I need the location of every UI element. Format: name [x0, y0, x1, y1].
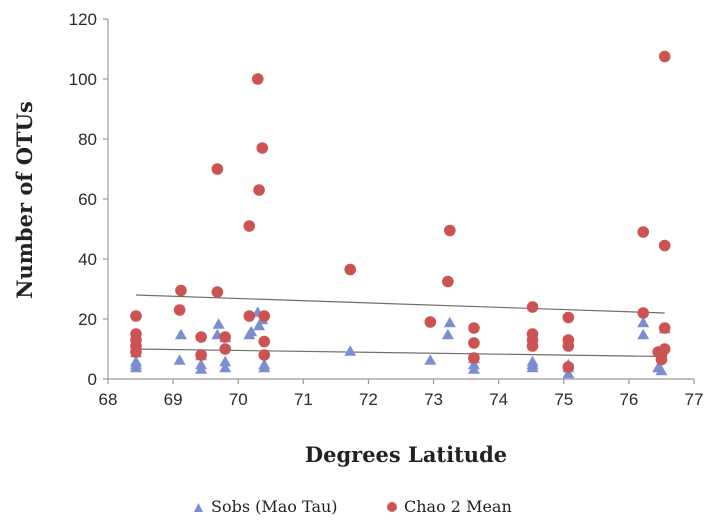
x-ticks: 68 69 70 71 72 73 74 75 76 77	[99, 379, 704, 409]
data-point-sobs	[443, 316, 456, 328]
data-point-chao2	[243, 310, 256, 322]
data-point-chao2	[173, 304, 186, 316]
data-point-chao2	[219, 331, 231, 343]
legend-marker-circle	[387, 502, 397, 512]
data-point-chao2	[211, 286, 224, 298]
y-ticks: 0 20 40 60 80 100 120	[69, 10, 108, 389]
legend-label-chao2: Chao 2 Mean	[404, 497, 512, 516]
data-points	[129, 50, 671, 379]
data-point-sobs	[219, 361, 232, 373]
data-point-chao2	[562, 311, 575, 324]
data-point-chao2	[256, 142, 269, 154]
data-point-sobs	[129, 355, 142, 367]
data-point-sobs	[253, 319, 266, 331]
data-point-sobs	[174, 328, 187, 340]
legend-item-chao2: Chao 2 Mean	[387, 497, 512, 516]
data-point-chao2	[658, 343, 671, 355]
data-point-chao2	[562, 361, 575, 373]
x-tick-label: 70	[229, 390, 248, 409]
data-point-sobs	[637, 328, 650, 340]
data-point-chao2	[655, 353, 668, 366]
data-point-chao2	[468, 322, 480, 334]
x-tick-label: 71	[294, 390, 313, 409]
x-tick-label: 68	[99, 390, 118, 409]
data-point-chao2	[344, 263, 357, 276]
data-point-sobs	[655, 364, 668, 376]
data-point-chao2	[258, 335, 271, 348]
trend-line-sobs	[135, 348, 665, 358]
x-tick-label: 77	[685, 390, 704, 409]
legend: Sobs (Mao Tau) Chao 2 Mean	[194, 497, 512, 516]
data-point-chao2	[253, 184, 265, 196]
data-point-sobs	[195, 358, 208, 370]
x-tick-label: 73	[424, 390, 443, 409]
legend-marker-triangle	[194, 503, 203, 512]
y-tick-label: 120	[69, 10, 97, 29]
data-point-sobs	[562, 367, 575, 379]
axes	[107, 19, 694, 380]
data-point-sobs	[344, 345, 357, 356]
data-point-chao2	[468, 337, 480, 349]
data-point-chao2	[658, 50, 671, 63]
data-point-chao2	[195, 349, 207, 361]
data-point-sobs	[424, 354, 437, 365]
data-point-chao2	[258, 310, 271, 322]
y-tick-label: 40	[78, 250, 97, 269]
data-point-chao2	[562, 340, 575, 352]
x-tick-label: 75	[554, 390, 573, 409]
data-point-chao2	[243, 220, 256, 232]
y-tick-label: 100	[69, 70, 97, 89]
y-tick-label: 0	[88, 370, 97, 389]
data-point-chao2	[526, 301, 539, 313]
trend-line-chao2	[135, 294, 665, 314]
data-point-sobs	[258, 358, 271, 370]
data-point-chao2	[637, 307, 650, 319]
data-point-chao2	[658, 322, 671, 334]
data-point-chao2	[526, 340, 539, 352]
data-point-chao2	[637, 226, 650, 238]
data-point-sobs	[637, 316, 650, 328]
x-axis-title: Degrees Latitude	[305, 442, 507, 467]
data-point-chao2	[658, 239, 671, 252]
y-tick-label: 20	[78, 310, 97, 329]
legend-label-sobs: Sobs (Mao Tau)	[211, 497, 338, 516]
data-point-sobs	[212, 318, 225, 329]
data-point-sobs	[526, 355, 539, 367]
data-point-sobs	[173, 354, 186, 365]
data-point-chao2	[219, 343, 231, 355]
x-tick-label: 76	[619, 390, 638, 409]
y-axis-title: Number of OTUs	[12, 101, 37, 299]
x-tick-label: 69	[164, 390, 183, 409]
data-point-chao2	[424, 316, 437, 328]
data-point-chao2	[130, 346, 142, 358]
data-point-sobs	[219, 355, 232, 367]
data-point-sobs	[441, 328, 454, 340]
x-tick-label: 74	[489, 390, 508, 409]
data-point-sobs	[245, 325, 258, 337]
data-point-sobs	[467, 358, 480, 370]
data-point-chao2	[175, 284, 187, 297]
data-point-chao2	[258, 349, 271, 361]
data-point-chao2	[211, 163, 224, 175]
data-point-chao2	[444, 224, 456, 237]
data-point-chao2	[468, 352, 480, 364]
data-point-chao2	[130, 310, 142, 322]
y-tick-label: 80	[78, 130, 97, 149]
y-tick-label: 60	[78, 190, 97, 209]
data-point-chao2	[195, 331, 207, 343]
data-point-chao2	[251, 73, 264, 85]
data-point-chao2	[442, 275, 454, 288]
x-tick-label: 72	[359, 390, 378, 409]
legend-item-sobs: Sobs (Mao Tau)	[194, 497, 338, 516]
